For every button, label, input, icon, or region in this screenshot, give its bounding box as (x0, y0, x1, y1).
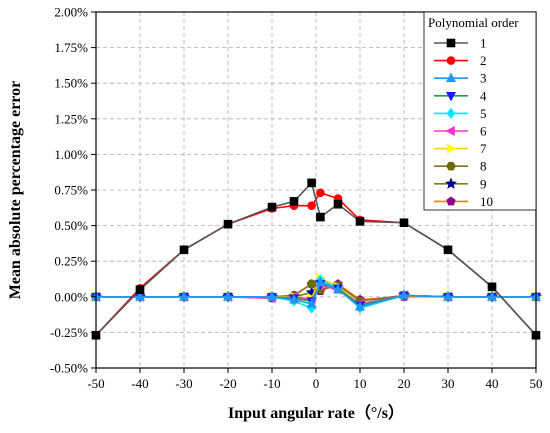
data-point (446, 38, 456, 48)
y-tick-label: 1.00% (54, 147, 88, 162)
data-point (446, 72, 456, 82)
data-point (333, 284, 343, 294)
legend-item-2: 2 (434, 53, 487, 68)
data-point (399, 289, 409, 300)
data-point (315, 276, 326, 287)
data-point (307, 201, 316, 210)
x-tick-label: 10 (354, 376, 367, 391)
data-point (443, 291, 453, 301)
legend-label: 10 (480, 194, 493, 209)
axis-ticks: -50 -40 -30 -20 -10 0 10 20 30 40 50 -0.50% -0.25% 0.… (50, 5, 542, 392)
data-point (445, 177, 457, 189)
data-point (179, 245, 189, 255)
x-tick-label: -30 (175, 376, 192, 391)
x-tick-label: -50 (87, 376, 104, 391)
data-point (179, 291, 189, 301)
legend-label: 5 (480, 106, 487, 121)
data-point (135, 291, 145, 301)
x-tick-label: 40 (486, 376, 499, 391)
y-tick-label: -0.50% (50, 361, 88, 376)
data-point (135, 285, 145, 294)
data-point (307, 178, 316, 188)
legend-title: Polynomial order (428, 15, 519, 30)
data-point (446, 107, 456, 119)
data-point (355, 217, 365, 226)
legend-box (423, 11, 537, 211)
data-point (446, 92, 456, 102)
legend-item-5: 5 (434, 106, 487, 121)
y-tick-label: 1.75% (54, 40, 88, 55)
data-point (446, 56, 456, 65)
legend-item-10: 10 (434, 194, 493, 209)
y-tick-label: 0.75% (54, 183, 88, 198)
data-point (446, 162, 456, 171)
x-tick-label: 0 (313, 376, 320, 391)
legend-label: 4 (480, 88, 487, 103)
y-tick-label: 0.50% (54, 218, 88, 233)
data-point (289, 197, 299, 206)
legend-label: 6 (480, 124, 487, 139)
data-point (306, 298, 317, 308)
x-tick-label: 30 (442, 376, 455, 391)
y-tick-label: 0.25% (54, 254, 88, 269)
x-tick-label: -20 (219, 376, 236, 391)
legend-item-7: 7 (434, 141, 487, 156)
x-tick-label: -10 (263, 376, 280, 391)
y-tick-label: 0.00% (54, 289, 88, 304)
legend-label: 7 (480, 141, 487, 156)
data-point (333, 199, 343, 209)
data-point (267, 202, 277, 212)
x-tick-label: -40 (131, 376, 148, 391)
y-axis-title: Mean absolute percentage error (7, 81, 24, 299)
data-point (316, 212, 325, 222)
y-tick-label: 1.25% (54, 111, 88, 126)
data-point (355, 301, 365, 311)
data-point (487, 282, 497, 292)
data-point (399, 218, 409, 228)
x-tick-label: 20 (398, 376, 411, 391)
legend-item-6: 6 (434, 124, 487, 139)
legend-label: 9 (480, 176, 487, 191)
data-point (443, 245, 453, 255)
legend-item-3: 3 (434, 71, 487, 86)
legend-label: 3 (480, 71, 487, 86)
legend-label: 1 (480, 36, 487, 51)
data-point (487, 291, 497, 301)
x-tick-label: 50 (530, 376, 543, 391)
data-point (267, 291, 277, 301)
data-point (289, 294, 299, 304)
x-axis-title: Input angular rate（°/s） (228, 404, 404, 422)
data-point (445, 126, 455, 136)
y-tick-label: 1.50% (54, 76, 88, 91)
legend-label: 8 (480, 159, 487, 174)
data-point (223, 291, 233, 301)
series-3 (91, 276, 541, 311)
series-line (95, 181, 537, 336)
legend-item-1: 1 (434, 36, 487, 51)
data-point (223, 219, 233, 229)
data-point (316, 188, 325, 198)
data-point (447, 143, 457, 154)
legend-item-9: 9 (434, 176, 487, 191)
y-tick-label: -0.25% (50, 325, 88, 340)
data-point (446, 196, 456, 206)
legend-label: 2 (480, 53, 487, 68)
series-line (96, 281, 536, 308)
legend-items: 1 2 3 4 5 6 7 8 9 10 (434, 36, 493, 209)
legend-item-8: 8 (434, 159, 487, 174)
legend-item-4: 4 (434, 88, 487, 103)
legend: Polynomial order 1 2 3 4 5 6 7 8 9 10 (423, 11, 537, 211)
y-tick-label: 2.00% (54, 5, 88, 20)
data-point (306, 279, 317, 289)
